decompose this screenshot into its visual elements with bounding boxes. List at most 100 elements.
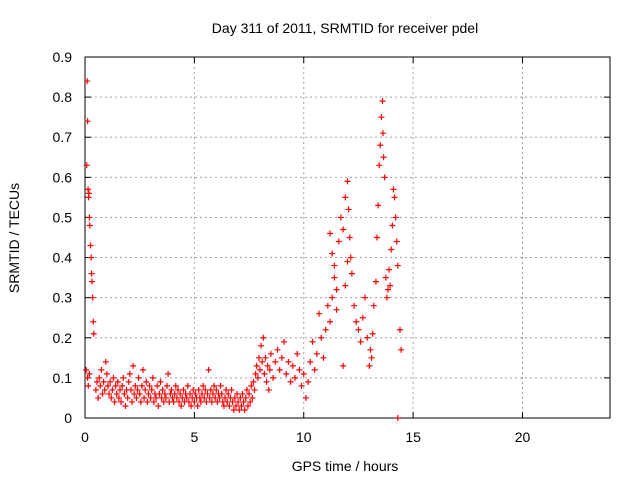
- data-point: [298, 382, 305, 389]
- data-point: [266, 366, 273, 373]
- data-point: [194, 402, 201, 409]
- data-point: [231, 394, 238, 401]
- data-point: [335, 238, 342, 245]
- data-point: [174, 386, 181, 393]
- data-point: [115, 394, 122, 401]
- data-point: [83, 366, 90, 373]
- data-point: [90, 330, 97, 337]
- data-point: [340, 226, 347, 233]
- data-point: [149, 374, 156, 381]
- data-point: [184, 382, 191, 389]
- data-point: [106, 390, 113, 397]
- data-point: [156, 390, 163, 397]
- data-point: [229, 398, 236, 405]
- data-point: [230, 406, 237, 413]
- data-point: [205, 366, 212, 373]
- data-point: [108, 394, 115, 401]
- data-point: [309, 338, 316, 345]
- data-point: [272, 358, 279, 365]
- y-tick-label: 0.4: [53, 250, 73, 266]
- data-point: [209, 390, 216, 397]
- data-point: [239, 390, 246, 397]
- data-point: [393, 238, 400, 245]
- data-point: [138, 382, 145, 389]
- data-point: [90, 318, 97, 325]
- data-point: [241, 406, 248, 413]
- y-tick-label: 0.6: [53, 169, 73, 185]
- data-point: [161, 390, 168, 397]
- data-point: [201, 394, 208, 401]
- data-point: [133, 394, 140, 401]
- data-point: [87, 242, 94, 249]
- data-point: [243, 386, 250, 393]
- data-point: [333, 306, 340, 313]
- data-point: [145, 390, 152, 397]
- data-point: [86, 222, 93, 229]
- y-tick-label: 0.1: [53, 370, 73, 386]
- data-point: [95, 394, 102, 401]
- data-point: [217, 382, 224, 389]
- data-point: [367, 346, 374, 353]
- data-point: [278, 354, 285, 361]
- data-point: [236, 406, 243, 413]
- data-point: [213, 386, 220, 393]
- data-point: [344, 178, 351, 185]
- data-point: [375, 202, 382, 209]
- data-point: [147, 394, 154, 401]
- data-point: [185, 398, 192, 405]
- data-point: [235, 398, 242, 405]
- data-point: [344, 258, 351, 265]
- data-point: [372, 278, 379, 285]
- data-point: [155, 402, 162, 409]
- data-point: [262, 354, 269, 361]
- data-point: [109, 386, 116, 393]
- data-point: [384, 286, 391, 293]
- data-point: [246, 390, 253, 397]
- data-point: [353, 318, 360, 325]
- data-point: [121, 390, 128, 397]
- data-point: [359, 314, 366, 321]
- data-point: [98, 366, 105, 373]
- data-point: [329, 250, 336, 257]
- data-point: [311, 366, 318, 373]
- data-point: [88, 270, 95, 277]
- x-tick-label: 5: [190, 429, 198, 445]
- data-point: [270, 374, 277, 381]
- x-tick-label: 15: [405, 429, 421, 445]
- data-point: [113, 390, 120, 397]
- data-point: [188, 402, 195, 409]
- data-point: [378, 114, 385, 121]
- data-point: [222, 394, 228, 401]
- data-point: [89, 294, 96, 301]
- data-point: [382, 274, 389, 281]
- data-point: [127, 386, 134, 393]
- data-point: [117, 386, 123, 393]
- data-point: [333, 286, 340, 293]
- grid: [85, 57, 610, 418]
- data-point: [369, 330, 376, 337]
- data-point: [283, 370, 290, 377]
- data-point: [159, 386, 166, 393]
- data-point: [180, 386, 187, 393]
- data-point: [264, 362, 271, 369]
- data-point: [154, 382, 161, 389]
- data-point: [381, 174, 388, 181]
- data-point: [251, 386, 258, 393]
- data-point: [300, 370, 307, 377]
- data-point: [99, 390, 106, 397]
- data-point: [153, 394, 160, 401]
- data-point: [244, 402, 251, 409]
- data-point: [355, 326, 362, 333]
- data-point: [120, 374, 127, 381]
- data-point: [218, 390, 225, 397]
- data-point: [285, 358, 292, 365]
- data-point: [203, 398, 210, 405]
- data-point: [101, 386, 108, 393]
- data-point: [102, 358, 109, 365]
- data-point: [351, 302, 358, 309]
- data-point: [398, 346, 405, 353]
- data-point: [347, 254, 354, 261]
- data-point: [208, 398, 215, 405]
- data-point: [144, 398, 151, 405]
- data-point: [389, 222, 396, 229]
